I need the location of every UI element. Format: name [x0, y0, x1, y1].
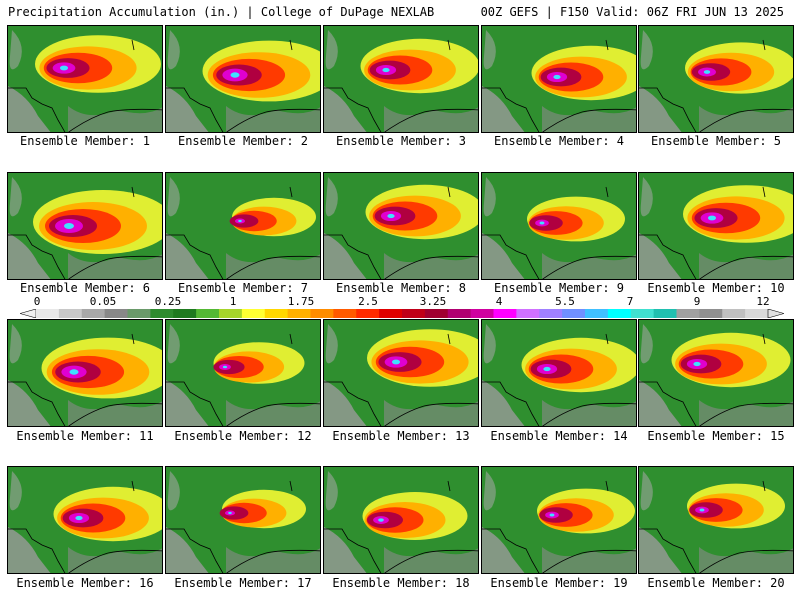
colorbar-swatch [493, 309, 517, 318]
member-caption: Ensemble Member: 10 [647, 281, 785, 295]
member-caption: Ensemble Member: 2 [177, 134, 309, 148]
member-map-panel [7, 319, 163, 427]
colorbar-swatch [264, 309, 289, 318]
colorbar-swatch [607, 309, 632, 318]
colorbar-label: 0.05 [89, 295, 117, 308]
colorbar-swatch [562, 309, 586, 318]
colorbar-label: 12 [756, 295, 770, 308]
colorbar-swatch [539, 309, 563, 318]
member-map-panel [7, 466, 163, 574]
colorbar-swatch [379, 309, 403, 318]
colorbar-swatch [287, 309, 311, 318]
colorbar-label: 4 [495, 295, 503, 308]
member-map-panel [481, 466, 637, 574]
member-caption: Ensemble Member: 14 [490, 429, 628, 443]
colorbar-swatch [722, 309, 746, 318]
member-caption: Ensemble Member: 6 [19, 281, 151, 295]
colorbar-label: 9 [693, 295, 701, 308]
member-caption: Ensemble Member: 15 [647, 429, 785, 443]
colorbar-swatch [196, 309, 220, 318]
colorbar-swatch [516, 309, 540, 318]
colorbar-swatch [104, 309, 128, 318]
colorbar-swatch [173, 309, 197, 318]
member-caption: Ensemble Member: 11 [16, 429, 154, 443]
colorbar-swatch [699, 309, 723, 318]
colorbar-label: 0 [33, 295, 41, 308]
colorbar-swatch [81, 309, 106, 318]
colorbar-swatch [356, 309, 380, 318]
colorbar-swatch [150, 309, 174, 318]
member-map-panel [7, 172, 163, 280]
colorbar-swatch [585, 309, 609, 318]
colorbar-swatch [58, 309, 83, 318]
member-caption: Ensemble Member: 7 [177, 281, 309, 295]
colorbar-swatch [447, 309, 472, 318]
member-caption: Ensemble Member: 18 [332, 576, 470, 590]
map-title: Precipitation Accumulation (in.) | Colle… [8, 5, 435, 19]
colorbar-swatch [630, 309, 655, 318]
colorbar-swatch [333, 309, 357, 318]
member-map-panel [323, 172, 479, 280]
member-map-panel [481, 319, 637, 427]
colorbar-swatch [653, 309, 677, 318]
colorbar-swatch [219, 309, 243, 318]
member-caption: Ensemble Member: 9 [493, 281, 625, 295]
member-map-panel [638, 319, 794, 427]
run-info: 00Z GEFS | F150 Valid: 06Z FRI JUN 13 20… [480, 5, 784, 19]
colorbar-swatch [402, 309, 426, 318]
member-caption: Ensemble Member: 4 [493, 134, 625, 148]
member-caption: Ensemble Member: 19 [490, 576, 628, 590]
colorbar-label: 5.5 [555, 295, 575, 308]
member-map-panel [323, 466, 479, 574]
member-caption: Ensemble Member: 3 [335, 134, 467, 148]
colorbar-label: 1.75 [287, 295, 315, 308]
colorbar-label: 0.25 [154, 295, 182, 308]
colorbar-max-arrow [767, 309, 784, 318]
colorbar-swatch [470, 309, 494, 318]
member-map-panel [323, 319, 479, 427]
member-map-panel [638, 466, 794, 574]
member-caption: Ensemble Member: 13 [332, 429, 470, 443]
member-map-panel [638, 172, 794, 280]
colorbar-label: 1 [229, 295, 237, 308]
member-map-panel [481, 172, 637, 280]
colorbar-swatch [310, 309, 334, 318]
member-caption: Ensemble Member: 5 [650, 134, 782, 148]
member-caption: Ensemble Member: 17 [174, 576, 312, 590]
colorbar-label: 7 [626, 295, 634, 308]
member-map-panel [165, 466, 321, 574]
member-caption: Ensemble Member: 1 [19, 134, 151, 148]
member-map-panel [165, 319, 321, 427]
colorbar-swatch [676, 309, 700, 318]
member-map-panel [638, 25, 794, 133]
member-caption: Ensemble Member: 8 [335, 281, 467, 295]
colorbar-swatch [424, 309, 449, 318]
colorbar-swatch [241, 309, 266, 318]
member-caption: Ensemble Member: 12 [174, 429, 312, 443]
colorbar-min-arrow [20, 309, 37, 318]
member-map-panel [481, 25, 637, 133]
colorbar-scale [20, 309, 784, 318]
colorbar-label: 2.5 [358, 295, 378, 308]
member-caption: Ensemble Member: 20 [647, 576, 785, 590]
colorbar-swatch [36, 309, 60, 318]
member-map-panel [7, 25, 163, 133]
colorbar-swatch [127, 309, 151, 318]
colorbar-label: 3.25 [419, 295, 447, 308]
member-caption: Ensemble Member: 16 [16, 576, 154, 590]
member-map-panel [165, 172, 321, 280]
member-map-panel [165, 25, 321, 133]
colorbar-swatch [745, 309, 769, 318]
member-map-panel [323, 25, 479, 133]
